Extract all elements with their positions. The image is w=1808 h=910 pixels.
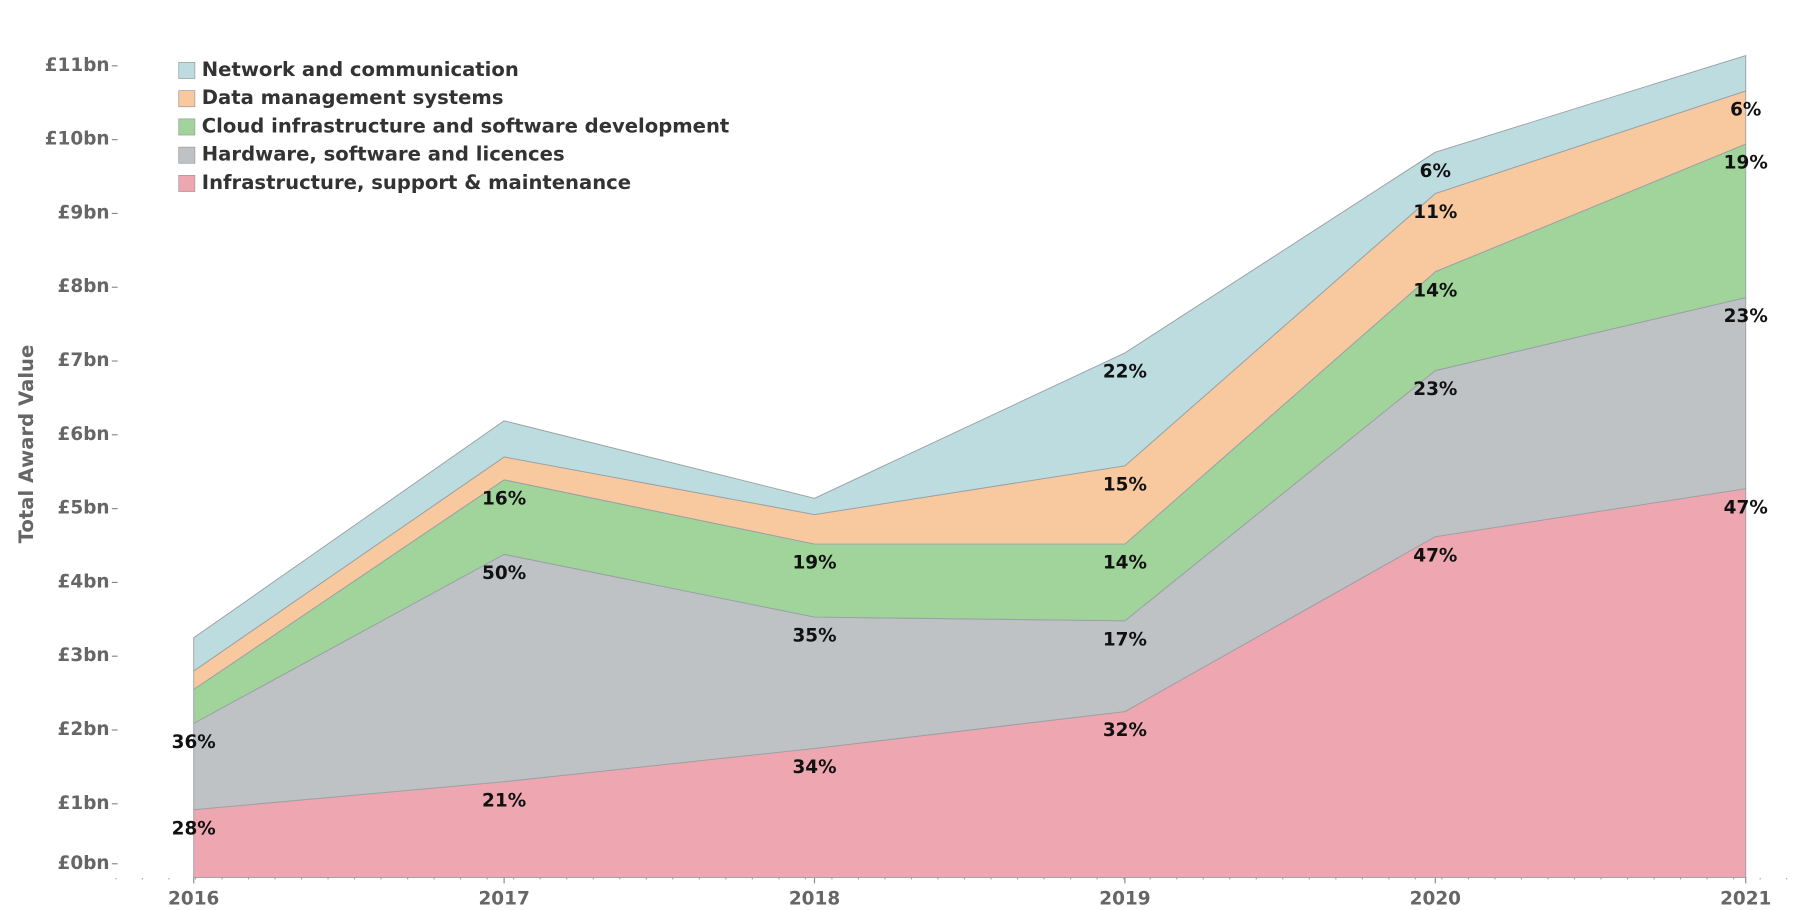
y-tick-label: £4bn (58, 571, 110, 592)
data-label: 28% (172, 818, 216, 839)
data-label: 11% (1413, 202, 1457, 223)
data-label: 35% (792, 626, 836, 647)
area (193, 55, 1747, 672)
data-label: 23% (1724, 306, 1768, 327)
legend-swatch (178, 62, 196, 79)
legend-swatch (178, 90, 196, 108)
x-tick-label: 2017 (478, 889, 529, 910)
data-label: 47% (1413, 545, 1457, 566)
legend-label: Cloud infrastructure and software develo… (202, 114, 730, 137)
data-label: 14% (1103, 553, 1147, 574)
x-tick-label: 2019 (1099, 889, 1150, 910)
legend-label: Infrastructure, support & maintenance (202, 171, 631, 194)
data-label: 47% (1724, 497, 1768, 518)
legend-label: Data management systems (202, 86, 504, 109)
data-label: 14% (1413, 280, 1457, 301)
y-tick-label: £9bn (58, 202, 110, 223)
data-label: 19% (1724, 153, 1768, 174)
y-tick-label: £1bn (58, 793, 110, 814)
y-tick-label: £6bn (58, 424, 110, 445)
y-tick-label: £10bn (45, 129, 110, 150)
data-label: 36% (172, 732, 216, 753)
data-label: 21% (482, 790, 526, 811)
data-label: 6% (1420, 161, 1451, 182)
data-label: 16% (482, 488, 526, 509)
data-label: 17% (1103, 629, 1147, 650)
y-tick-label: £2bn (58, 719, 110, 740)
x-tick-label: 2018 (789, 889, 840, 910)
x-tick-label: 2021 (1720, 889, 1771, 910)
legend-swatch (178, 146, 196, 164)
y-tick-label: £7bn (58, 350, 110, 371)
legend: Network and communication Data management… (178, 58, 730, 194)
y-tick-label: £0bn (58, 853, 110, 874)
legend-swatch (178, 118, 196, 136)
legend-label: Network and communication (202, 58, 519, 81)
data-label: 32% (1103, 720, 1147, 741)
data-label: 34% (792, 757, 836, 778)
data-label: 15% (1103, 474, 1147, 495)
y-axis-label: Total Award Value (15, 345, 38, 544)
data-label: 50% (482, 563, 526, 584)
data-label: 6% (1730, 100, 1761, 121)
x-tick-label: 2020 (1410, 889, 1461, 910)
x-tick-label: 2016 (168, 889, 219, 910)
legend-swatch (178, 175, 196, 192)
legend-label: Hardware, software and licences (202, 143, 565, 166)
data-label: 22% (1103, 362, 1147, 383)
y-tick-label: £8bn (58, 276, 110, 297)
data-label: 19% (792, 553, 836, 574)
data-label: 23% (1413, 379, 1457, 400)
y-tick-label: £11bn (45, 55, 110, 76)
y-tick-label: £3bn (58, 645, 110, 666)
y-tick-label: £5bn (58, 498, 110, 519)
